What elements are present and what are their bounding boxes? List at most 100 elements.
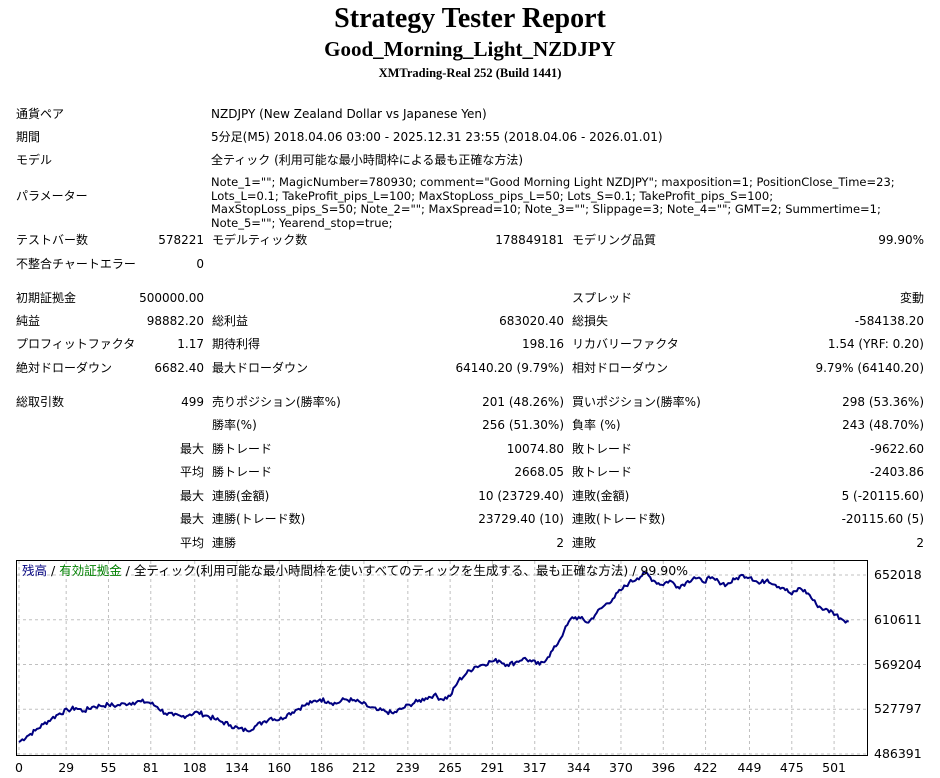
x-tick-label: 55 <box>100 760 117 775</box>
series-line-balance <box>18 570 849 743</box>
x-tick-label: 239 <box>395 760 420 775</box>
largest-loss-label: 敗トレード <box>572 442 633 456</box>
x-tick-label: 449 <box>737 760 762 775</box>
max-consec-loss-label: 連敗(金額) <box>572 489 630 503</box>
deposit-value: 500000.00 <box>139 291 204 305</box>
avg-consec-win-value: 2 <box>556 536 564 550</box>
gross-profit-label: 総利益 <box>212 314 249 328</box>
largest-prefix: 最大 <box>179 442 204 456</box>
max-consec-lossamt-label: 連敗(トレード数) <box>572 512 666 526</box>
max-consec-win-value: 10 (23729.40) <box>478 489 564 503</box>
max-dd-label: 最大ドローダウン <box>212 361 309 375</box>
expected-value: 198.16 <box>522 337 564 351</box>
x-tick-label: 0 <box>15 760 23 775</box>
short-value: 201 (48.26%) <box>482 395 564 409</box>
quality-label: モデリング品質 <box>572 233 657 247</box>
ticks-value: 178849181 <box>495 233 564 247</box>
avg-consec-prefix: 平均 <box>179 536 204 550</box>
legend-balance: 残高 <box>22 563 48 578</box>
symbol-label: 通貨ペア <box>16 107 65 121</box>
x-tick-label: 212 <box>351 760 376 775</box>
trades-label: 総取引数 <box>16 395 65 409</box>
x-tick-label: 29 <box>58 760 75 775</box>
largest-win-value: 10074.80 <box>506 442 564 456</box>
rel-dd-value: 9.79% (64140.20) <box>815 361 924 375</box>
max-dd-value: 64140.20 (9.79%) <box>455 361 564 375</box>
deposit-label: 初期証拠金 <box>16 291 77 305</box>
x-tick-label: 317 <box>522 760 547 775</box>
avg-consec-loss-value: 2 <box>916 536 924 550</box>
max-consec-profit-value: 23729.40 (10) <box>478 512 564 526</box>
avg-consec-loss-label: 連敗 <box>572 536 597 550</box>
x-tick-label: 186 <box>309 760 334 775</box>
expected-label: 期待利得 <box>212 337 261 351</box>
max-consec-lossamt-value: -20115.60 (5) <box>841 512 924 526</box>
average-prefix: 平均 <box>179 465 204 479</box>
y-tick-label: 527797 <box>874 701 922 717</box>
period-value: 5分足(M5) 2018.04.06 03:00 - 2025.12.31 23… <box>211 130 663 144</box>
x-tick-label: 475 <box>779 760 804 775</box>
abs-dd-value: 6682.40 <box>154 361 204 375</box>
report-subtitle: Good_Morning_Light_NZDJPY <box>324 37 616 61</box>
chart-legend: 残高 / 有効証拠金 / 全ティック(利用可能な最小時間枠を使いすべてのティック… <box>22 563 688 579</box>
bars-value: 578221 <box>158 233 204 247</box>
x-tick-label: 396 <box>651 760 676 775</box>
legend-description: / 全ティック(利用可能な最小時間枠を使いすべてのティックを生成する、最も正確な… <box>121 563 689 578</box>
max-consec-win-label: 連勝(金額) <box>212 489 270 503</box>
y-tick-label: 486391 <box>874 746 922 761</box>
lossrate-value: 243 (48.70%) <box>842 418 924 432</box>
ticks-label: モデルティック数 <box>212 233 308 247</box>
max-consec-amount-prefix: 最大 <box>179 512 204 526</box>
report-title: Strategy Tester Report <box>334 3 606 34</box>
avg-win-label: 勝トレード <box>212 465 273 479</box>
rel-dd-label: 相対ドローダウン <box>572 361 669 375</box>
gross-loss-label: 総損失 <box>572 314 609 328</box>
model-value: 全ティック (利用可能な最小時間枠による最も正確な方法) <box>211 153 524 167</box>
recovery-label: リカバリーファクタ <box>572 337 679 351</box>
largest-win-label: 勝トレード <box>212 442 273 456</box>
mismatch-value: 0 <box>196 257 204 271</box>
mismatch-label: 不整合チャートエラー <box>16 257 136 271</box>
legend-sep: / <box>47 563 60 578</box>
avg-loss-label: 敗トレード <box>572 465 633 479</box>
x-tick-label: 422 <box>693 760 718 775</box>
params-label: パラメーター <box>16 189 88 203</box>
x-tick-label: 370 <box>609 760 633 775</box>
abs-dd-label: 絶対ドローダウン <box>16 361 113 375</box>
spread-label: スプレッド <box>572 291 633 305</box>
max-consec-loss-value: 5 (-20115.60) <box>841 489 924 503</box>
x-tick-label: 134 <box>225 760 249 775</box>
x-tick-label: 344 <box>566 760 591 775</box>
x-tick-label: 291 <box>480 760 505 775</box>
short-label: 売りポジション(勝率%) <box>212 395 341 409</box>
symbol-value: NZDJPY (New Zealand Dollar vs Japanese Y… <box>211 107 487 121</box>
largest-loss-value: -9622.60 <box>870 442 924 456</box>
winrate-value: 256 (51.30%) <box>482 418 564 432</box>
pf-value: 1.17 <box>177 337 204 351</box>
x-tick-label: 81 <box>142 760 159 775</box>
bars-label: テストバー数 <box>16 233 89 247</box>
recovery-value: 1.54 (YRF: 0.20) <box>827 337 924 351</box>
y-tick-label: 610611 <box>874 611 922 627</box>
x-tick-label: 501 <box>822 760 847 775</box>
x-tick-label: 265 <box>438 760 463 775</box>
balance-chart <box>16 560 868 756</box>
trades-value: 499 <box>181 395 204 409</box>
model-label: モデル <box>16 153 53 167</box>
chart-plot <box>17 561 867 755</box>
net-label: 純益 <box>16 314 41 328</box>
long-label: 買いポジション(勝率%) <box>572 395 701 409</box>
winrate-label: 勝率(%) <box>212 418 257 432</box>
pf-label: プロフィットファクタ <box>16 337 136 351</box>
gross-loss-value: -584138.20 <box>854 314 924 328</box>
gross-profit-value: 683020.40 <box>499 314 564 328</box>
build-info: XMTrading-Real 252 (Build 1441) <box>378 66 562 80</box>
avg-win-value: 2668.05 <box>514 465 564 479</box>
spread-value: 変動 <box>899 291 924 305</box>
lossrate-label: 負率 (%) <box>572 418 621 432</box>
net-value: 98882.20 <box>146 314 204 328</box>
max-consec-profit-label: 連勝(トレード数) <box>212 512 306 526</box>
avg-consec-win-label: 連勝 <box>212 536 237 550</box>
max-consec-prefix: 最大 <box>179 489 204 503</box>
x-tick-label: 160 <box>267 760 292 775</box>
